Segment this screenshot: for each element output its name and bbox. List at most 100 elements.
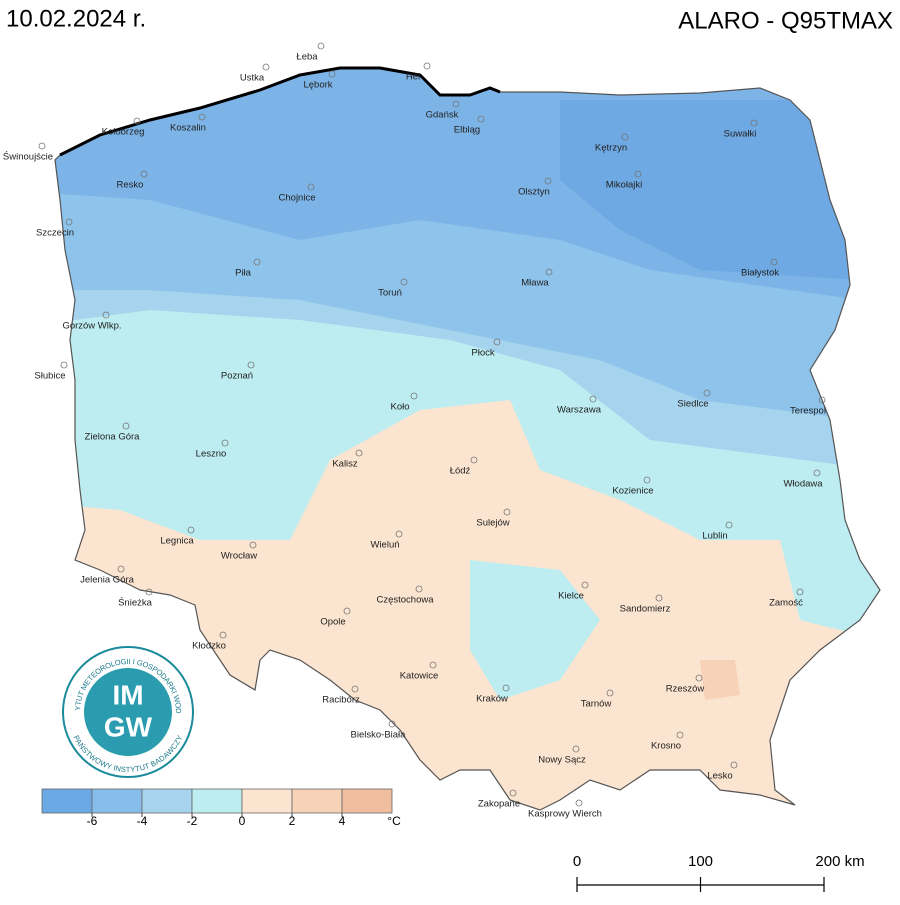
city-label: Wrocław <box>221 551 257 562</box>
city-label: Kielce <box>558 591 584 602</box>
city-marker <box>544 177 552 185</box>
city-label: Szczecin <box>36 228 74 239</box>
city-marker <box>750 119 758 127</box>
city-label: Nowy Sącz <box>538 755 586 766</box>
city-label: Lesko <box>707 771 732 782</box>
city-marker <box>410 392 418 400</box>
scale-label: 0 <box>573 853 581 870</box>
city-marker <box>813 469 821 477</box>
city-label: Koszalin <box>170 123 206 134</box>
logo-disc <box>84 668 172 756</box>
legend: -6 -4 -2 0 2 4 °C <box>41 788 401 828</box>
city-label: Suwałki <box>724 129 757 140</box>
city-label: Tarnów <box>581 699 612 710</box>
city-marker <box>388 720 396 728</box>
city-marker <box>355 449 363 457</box>
city-marker <box>730 761 738 769</box>
city-label: Krosno <box>651 741 681 752</box>
legend-tick-label: 4 <box>339 814 346 828</box>
coastline <box>59 66 501 157</box>
city-marker <box>589 395 597 403</box>
city-marker <box>606 689 614 697</box>
city-label: Chojnice <box>279 193 316 204</box>
city-label: Włodawa <box>783 479 823 490</box>
city-marker <box>253 258 261 266</box>
city-label: Białystok <box>741 268 779 279</box>
zone <box>560 100 860 280</box>
city-label: Elbląg <box>454 125 480 136</box>
city-label: Rzeszów <box>666 684 705 695</box>
city-marker <box>249 541 257 549</box>
city-marker <box>572 745 580 753</box>
city-label: Racibórz <box>322 695 360 706</box>
city-marker <box>452 100 460 108</box>
city-label: Jelenia Góra <box>80 575 135 586</box>
date: 10.02.2024 r. <box>6 5 146 32</box>
city-label: Warszawa <box>557 405 602 416</box>
legend-swatch <box>341 788 393 814</box>
city-label: Sulejów <box>476 518 509 529</box>
city-marker <box>247 361 255 369</box>
city-label: Kraków <box>476 694 508 705</box>
city-marker <box>395 530 403 538</box>
city-marker <box>502 684 510 692</box>
legend-unit: °C <box>387 814 401 828</box>
city-label: Kłodzko <box>192 641 226 652</box>
city-label: Sandomierz <box>620 604 671 615</box>
logo-acronym-bottom: GW <box>104 711 153 742</box>
city-label: Łódź <box>450 466 471 477</box>
city-label: Terespol <box>790 406 826 417</box>
city-marker <box>133 117 141 125</box>
legend-tick-label: 2 <box>289 814 296 828</box>
city-marker <box>796 588 804 596</box>
city-label: Gdańsk <box>426 110 459 121</box>
logo-acronym-top: IM <box>112 679 143 710</box>
city-label: Olsztyn <box>518 187 550 198</box>
city-marker <box>60 361 68 369</box>
city-label: Opole <box>320 617 345 628</box>
legend-swatch <box>191 788 243 814</box>
city-marker <box>770 258 778 266</box>
city-marker <box>703 389 711 397</box>
legend-swatch <box>141 788 193 814</box>
city-label: Świnoujście <box>3 151 53 163</box>
city-marker <box>117 565 125 573</box>
city-label: Koło <box>390 402 409 413</box>
city-marker <box>198 113 206 121</box>
city-label: Słubice <box>34 371 65 382</box>
city-label: Kętrzyn <box>595 143 627 154</box>
city-marker <box>351 685 359 693</box>
city-marker <box>509 789 517 797</box>
city-marker <box>187 526 195 534</box>
city-marker <box>655 594 663 602</box>
city-label: Lębork <box>303 80 332 91</box>
city-marker <box>317 42 325 50</box>
zone <box>700 660 740 700</box>
city-label: Płock <box>471 348 494 359</box>
city-marker <box>221 439 229 447</box>
city-label: Zielona Góra <box>85 432 141 443</box>
city-marker <box>140 170 148 178</box>
city-label: Toruń <box>378 288 402 299</box>
city-marker <box>423 62 431 70</box>
city-marker <box>65 218 73 226</box>
city-label: Kozienice <box>612 486 653 497</box>
city-label: Lublin <box>702 531 727 542</box>
city-label: Zamość <box>769 598 803 609</box>
legend-tick-label: -4 <box>137 814 148 828</box>
city-label: Łeba <box>296 52 318 63</box>
city-label: Częstochowa <box>376 595 434 606</box>
city-label: Poznań <box>221 371 253 382</box>
city-label: Kołobrzeg <box>102 127 145 138</box>
city-marker <box>676 731 684 739</box>
city-marker <box>477 115 485 123</box>
city-label: Hel <box>406 72 420 83</box>
city-marker <box>328 70 336 78</box>
city-marker <box>581 581 589 589</box>
legend-swatch <box>91 788 143 814</box>
city-marker <box>38 142 46 150</box>
city-label: Ustka <box>240 73 265 84</box>
city-marker <box>400 278 408 286</box>
